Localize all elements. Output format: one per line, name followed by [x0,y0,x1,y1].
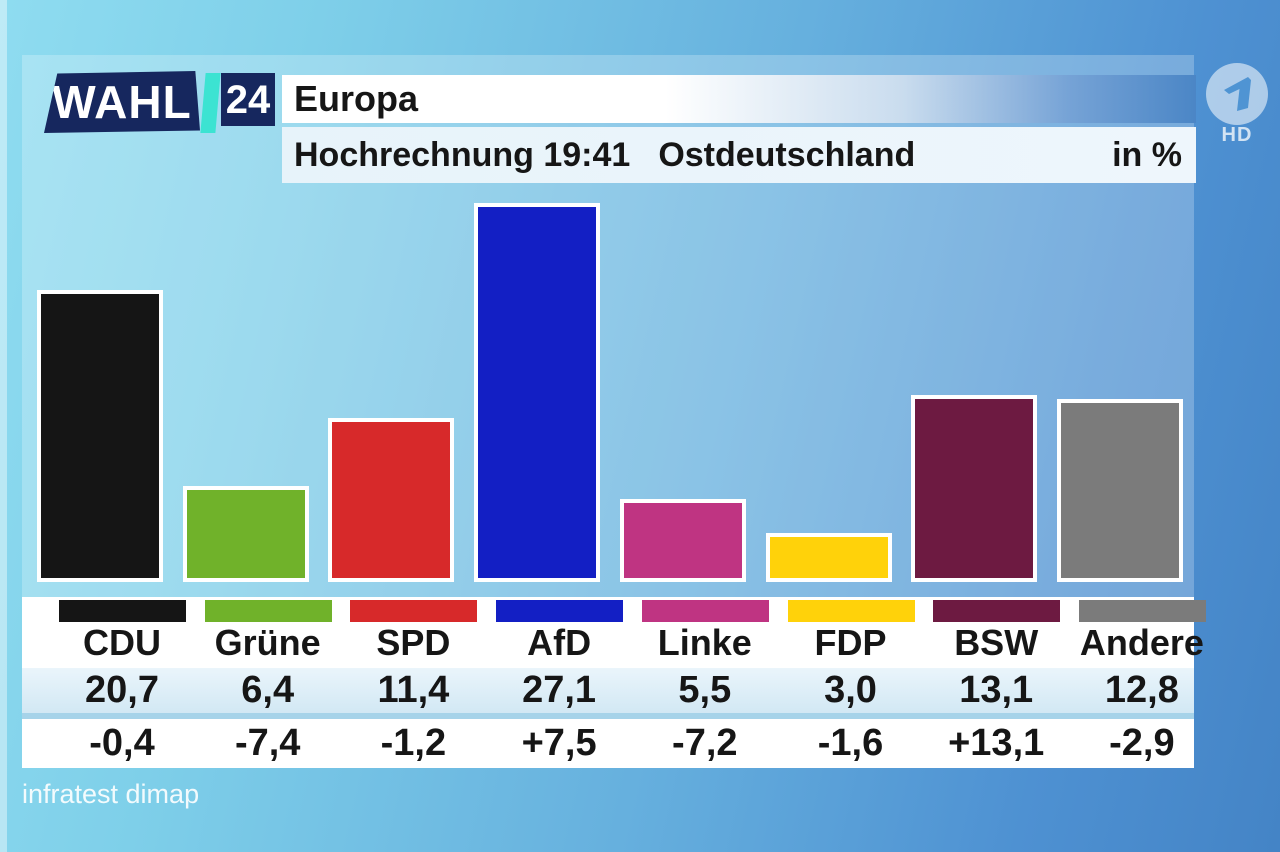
bar-cdu [37,290,163,582]
table-row-changes: -0,4 -7,4 -1,2 +7,5 -7,2 -1,6 +13,1 -2,9 [22,719,1194,768]
hd-badge: HD [1221,124,1253,146]
party-change-cdu: -0,4 [89,722,155,764]
party-change-fdp: -1,6 [817,722,884,764]
party-name-linke: Linke [657,622,752,663]
legend-swatch-afd [496,600,624,622]
party-name-andere: Andere [1079,622,1204,663]
party-name-bsw: BSW [954,622,1039,663]
party-value-fdp: 3,0 [824,669,877,711]
source-credit: infratest dimap [22,779,200,809]
party-value-spd: 11,4 [377,669,450,711]
header-subtitle-band: Hochrechnung 19:41 Ostdeutschland in % [282,127,1196,183]
table-row-values: 20,7 6,4 11,4 27,1 5,5 3,0 13,1 12,8 [22,668,1194,713]
legend-swatch-grüne [204,600,332,622]
party-change-spd: -1,2 [380,722,447,764]
ard-one-icon [1206,63,1268,125]
legend-swatch-linke [641,600,769,622]
projection-label: Hochrechnung 19:41 [294,135,631,174]
party-value-linke: 5,5 [678,669,732,711]
legend-swatch-andere [1078,600,1206,622]
party-value-bsw: 13,1 [959,669,1034,711]
wahl-year-text: 24 [225,77,271,122]
bar-andere [1056,399,1183,582]
party-value-andere: 12,8 [1104,669,1179,711]
party-change-afd: +7,5 [521,722,597,764]
legend-swatch-fdp [787,600,915,622]
party-change-bsw: +13,1 [948,722,1045,764]
party-name-grüne: Grüne [214,622,321,663]
left-edge-highlight [0,0,7,852]
party-name-spd: SPD [376,622,451,663]
unit-label: in % [1112,135,1182,174]
party-name-fdp: FDP [814,622,887,663]
party-change-linke: -7,2 [672,722,738,764]
legend-swatch-spd [350,600,478,622]
header-title-band: Europa [282,75,1196,123]
wahl-year-box: 24 [221,73,275,126]
bar-linke [619,499,746,582]
party-change-grüne: -7,4 [234,722,301,764]
party-value-grüne: 6,4 [241,669,295,711]
bar-afd [474,203,601,582]
page-title: Europa [294,78,419,119]
channel-logo: HD [1203,61,1271,145]
legend-swatch-bsw [933,600,1061,622]
wahl-logo-text: WAHL [52,76,192,128]
party-value-cdu: 20,7 [85,669,159,711]
party-value-afd: 27,1 [522,669,597,711]
table-separator [22,713,1194,719]
region-label: Ostdeutschland [658,135,916,174]
bar-spd [328,418,455,582]
bar-grüne [182,486,309,582]
wahl-logo: WAHL [44,71,200,133]
bar-bsw [911,395,1038,582]
bar-fdp [765,533,892,582]
legend-swatch-cdu [59,600,186,622]
party-name-cdu: CDU [83,622,161,663]
party-name-afd: AfD [527,622,592,663]
party-change-andere: -2,9 [1109,722,1175,764]
table-row-names: CDU Grüne SPD AfD Linke FDP BSW Andere [22,597,1206,668]
